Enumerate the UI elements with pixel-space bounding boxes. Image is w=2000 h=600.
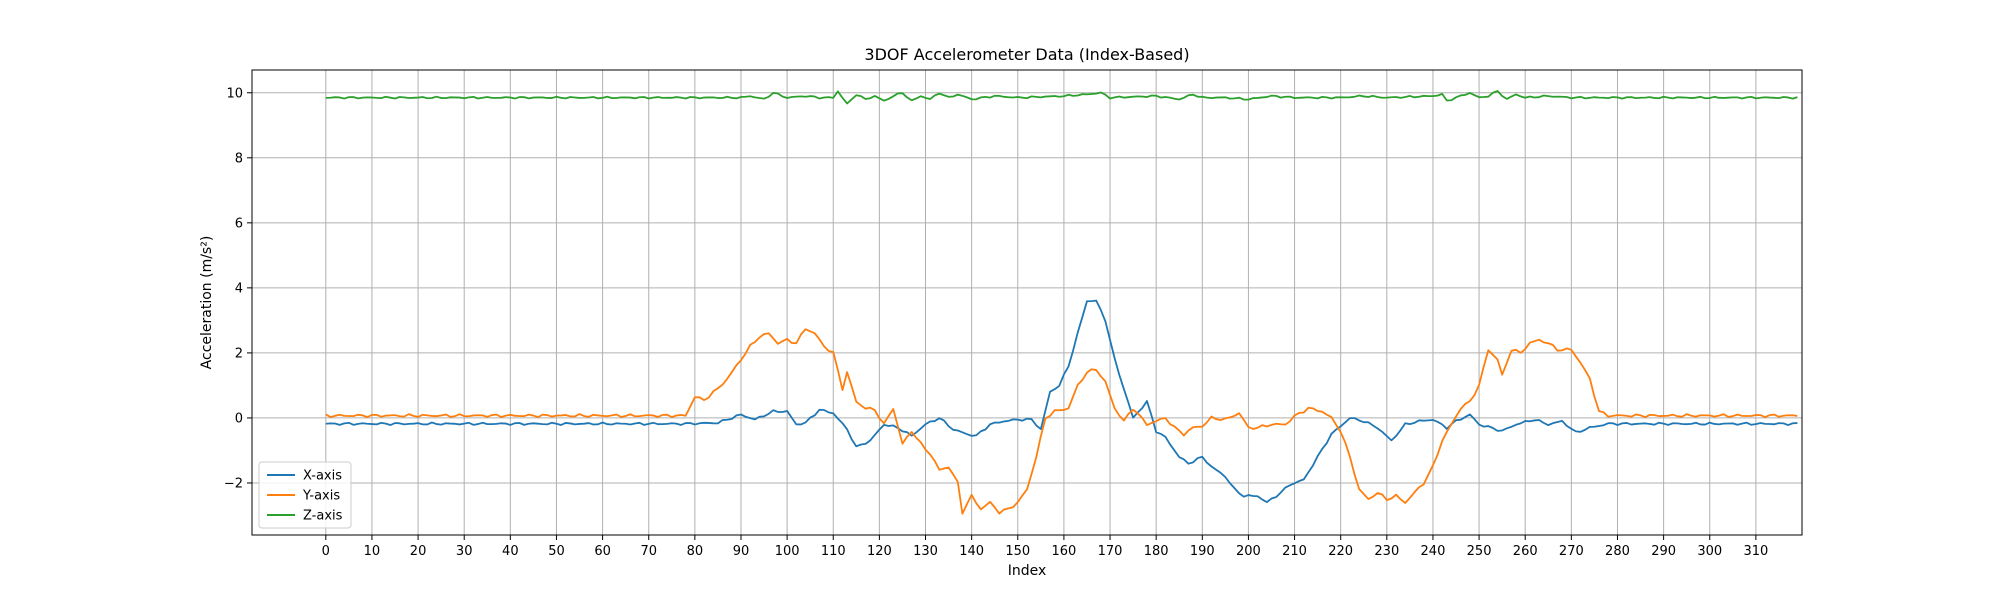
y-tick-label: −2 <box>224 476 243 491</box>
x-tick-label: 310 <box>1743 544 1768 559</box>
x-tick-label: 160 <box>1051 544 1076 559</box>
y-tick-label: 6 <box>235 216 243 231</box>
plot-frame <box>251 69 1803 536</box>
x-tick-label: 20 <box>410 544 427 559</box>
chart-title: 3DOF Accelerometer Data (Index-Based) <box>864 45 1189 64</box>
x-tick-label: 170 <box>1098 544 1123 559</box>
y-tick-label: 8 <box>235 151 243 166</box>
x-tick-label: 280 <box>1605 544 1630 559</box>
x-tick-label: 260 <box>1513 544 1538 559</box>
y-tick-label: 4 <box>235 281 243 296</box>
x-tick-label: 210 <box>1282 544 1307 559</box>
y-tick-label: 10 <box>226 86 243 101</box>
x-tick-label: 120 <box>867 544 892 559</box>
x-tick-label: 140 <box>959 544 984 559</box>
x-tick-label: 50 <box>548 544 565 559</box>
legend-label: Y-axis <box>302 489 340 504</box>
x-tick-label: 150 <box>1005 544 1030 559</box>
x-tick-label: 70 <box>640 544 657 559</box>
x-tick-label: 90 <box>733 544 750 559</box>
x-tick-label: 130 <box>913 544 938 559</box>
x-tick-label: 180 <box>1144 544 1169 559</box>
y-axis-label: Acceleration (m/s²) <box>199 236 215 370</box>
y-tick-label: 2 <box>235 346 243 361</box>
x-axis-ticks: 0 10 20 30 40 50 60 70 80 90 100 110 120 130 140 150 160… <box>322 535 1768 559</box>
x-tick-label: 30 <box>456 544 473 559</box>
x-tick-label: 250 <box>1467 544 1492 559</box>
grid-lines <box>252 70 1802 535</box>
x-tick-label: 290 <box>1651 544 1676 559</box>
x-tick-label: 40 <box>502 544 519 559</box>
legend-box <box>258 461 352 529</box>
y-tick-label: 0 <box>235 411 243 426</box>
series-line-y-axis <box>325 328 1798 515</box>
x-tick-label: 230 <box>1374 544 1399 559</box>
x-tick-label: 240 <box>1421 544 1446 559</box>
y-axis-ticks: −2 0 2 4 6 8 10 <box>224 86 252 491</box>
series-line-x-axis <box>325 299 1798 504</box>
x-tick-label: 190 <box>1190 544 1215 559</box>
series-line-z-axis <box>325 90 1798 105</box>
x-tick-label: 100 <box>775 544 800 559</box>
legend: X-axis Y-axis Z-axis <box>258 461 352 529</box>
x-tick-label: 220 <box>1328 544 1353 559</box>
series-lines <box>325 90 1798 515</box>
x-tick-label: 60 <box>594 544 611 559</box>
x-tick-label: 80 <box>687 544 704 559</box>
x-tick-label: 0 <box>322 544 330 559</box>
legend-label: X-axis <box>303 469 342 484</box>
x-tick-label: 10 <box>364 544 381 559</box>
x-tick-label: 270 <box>1559 544 1584 559</box>
x-tick-label: 300 <box>1697 544 1722 559</box>
x-tick-label: 200 <box>1236 544 1261 559</box>
x-tick-label: 110 <box>821 544 846 559</box>
legend-label: Z-axis <box>303 509 343 524</box>
x-axis-label: Index <box>1008 563 1047 579</box>
